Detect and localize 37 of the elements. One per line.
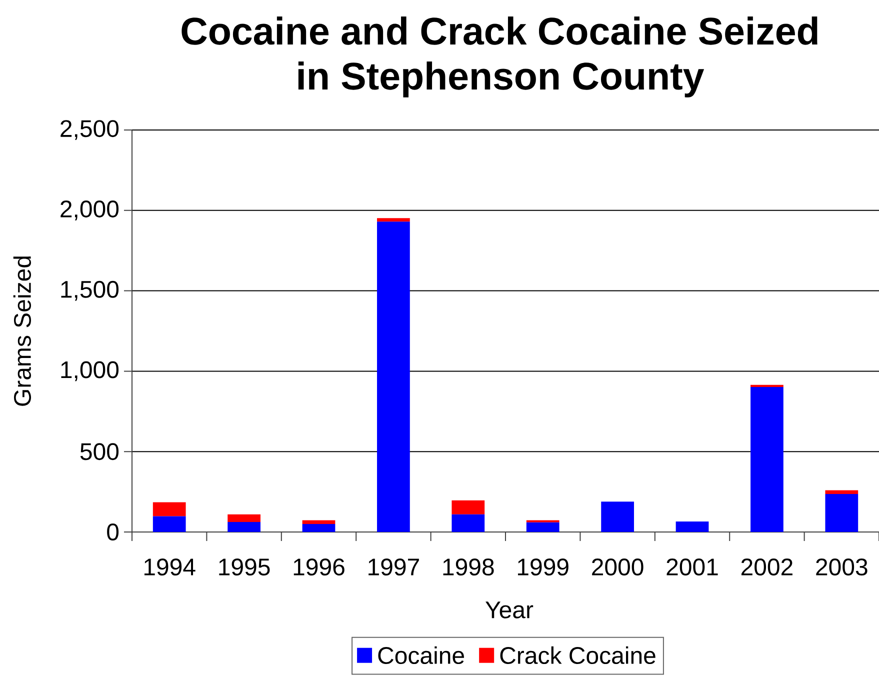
bar <box>228 522 260 532</box>
x-axis-title: Year <box>486 602 534 618</box>
legend-label: Cocaine <box>378 646 464 664</box>
x-tick-label: 2000 <box>592 558 644 576</box>
x-tick-label: 1999 <box>518 558 568 576</box>
bar <box>302 520 336 524</box>
legend-label: Crack Cocaine <box>500 646 656 664</box>
bar <box>152 502 186 516</box>
bar <box>228 514 260 522</box>
bar <box>825 494 858 532</box>
bar <box>452 500 485 514</box>
y-tick-label: 500 <box>80 443 119 460</box>
y-tick-label: 2,500 <box>60 120 119 140</box>
bar <box>750 386 784 532</box>
y-axis-title: Grams Seized <box>13 256 31 406</box>
y-tick-label: 2,000 <box>60 200 119 220</box>
bar <box>601 502 634 532</box>
x-tick-label: 2001 <box>666 558 718 576</box>
x-tick-label: 1998 <box>443 558 494 576</box>
bar <box>526 522 560 532</box>
x-tick-label: 1995 <box>219 558 270 576</box>
bar <box>377 222 410 532</box>
y-tick-label: 1,500 <box>61 280 119 301</box>
bar <box>302 524 336 532</box>
x-tick-label: 1997 <box>368 558 419 576</box>
bar <box>676 522 709 532</box>
y-tick-label: 1,000 <box>61 361 119 382</box>
chart-title: Cocaine and Crack Cocaine Seized in Stephenson County <box>182 16 818 98</box>
x-tick-label: 2003 <box>816 558 868 576</box>
y-tick-label: 0 <box>107 523 119 540</box>
bar <box>152 516 186 532</box>
x-tick-label: 1996 <box>294 558 344 576</box>
x-tick-label: 1994 <box>144 558 196 576</box>
bar <box>825 490 858 494</box>
bar <box>452 514 485 532</box>
bar <box>377 218 410 222</box>
x-tick-label: 2002 <box>741 558 792 576</box>
